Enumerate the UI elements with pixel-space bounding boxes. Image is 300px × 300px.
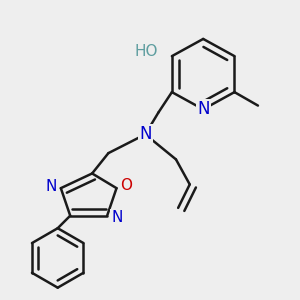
Text: O: O — [120, 178, 132, 193]
Text: N: N — [139, 125, 152, 143]
Text: N: N — [112, 210, 123, 225]
Text: N: N — [197, 100, 209, 118]
Text: N: N — [46, 179, 57, 194]
Text: HO: HO — [134, 44, 158, 59]
